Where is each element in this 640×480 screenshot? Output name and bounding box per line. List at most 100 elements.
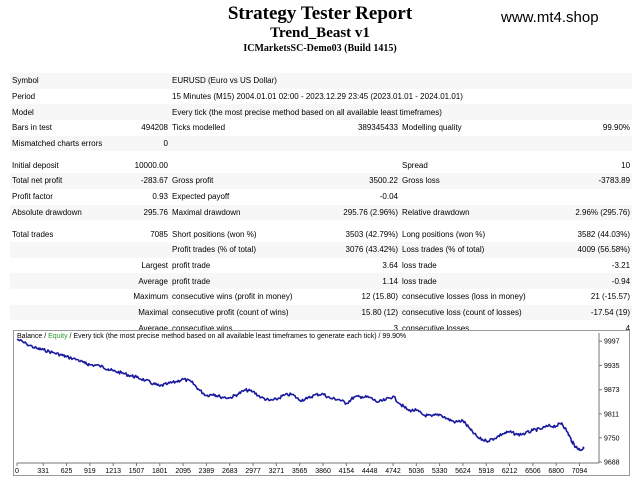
x-tick-label: 331 bbox=[37, 468, 49, 475]
largest-profit-value: 3.64 bbox=[382, 260, 398, 270]
absdd-label: Absolute drawdown bbox=[10, 204, 120, 221]
row-model: Model Every tick (the most precise metho… bbox=[10, 104, 633, 121]
y-tick-label: 9688 bbox=[604, 460, 620, 467]
x-tick-label: 2389 bbox=[199, 468, 215, 475]
server-name: ICMarketsSC-Demo03 (Build 1415) bbox=[243, 43, 397, 54]
mismatch-label: Mismatched charts errors bbox=[10, 135, 120, 152]
pf-value: 0.93 bbox=[152, 192, 168, 202]
bars-value: 494208 bbox=[141, 123, 168, 133]
x-tick-label: 4448 bbox=[362, 468, 378, 475]
x-tick-label: 1213 bbox=[105, 468, 121, 475]
short-label: Short positions (won %) bbox=[172, 229, 257, 239]
spread-label: Spread bbox=[402, 160, 428, 170]
average-label: Average bbox=[120, 273, 170, 289]
report-table: Symbol EURUSD (Euro vs US Dollar) Period… bbox=[10, 73, 633, 336]
quality-label: Modelling quality bbox=[402, 123, 462, 133]
average-profit-value: 1.14 bbox=[300, 273, 400, 289]
max-cw-value: 12 (15.80) bbox=[361, 292, 398, 302]
x-tick-label: 919 bbox=[84, 468, 96, 475]
y-tick-label: 9750 bbox=[604, 435, 620, 442]
x-tick-label: 6800 bbox=[548, 468, 564, 475]
short-value: 3503 (42.79%) bbox=[345, 229, 398, 239]
row-trades: Total trades 7085 Short positions (won %… bbox=[10, 226, 632, 242]
trades-value: 7085 bbox=[150, 229, 168, 239]
row-netprofit: Total net profit -283.67 Gross profit 35… bbox=[10, 173, 633, 189]
x-tick-label: 4742 bbox=[385, 468, 401, 475]
symbol-value: EURUSD (Euro vs US Dollar) bbox=[170, 73, 633, 89]
period-value: 15 Minutes (M15) 2004.01.01 02:00 - 2023… bbox=[172, 92, 463, 102]
x-tick-label: 1507 bbox=[129, 468, 145, 475]
row-profitfactor: Profit factor 0.93 Expected payoff -0.04 bbox=[10, 189, 632, 205]
row-largest: Largest profit trade 3.64 loss trade -3.… bbox=[10, 258, 632, 274]
avg2-label: Average bbox=[138, 323, 168, 333]
x-tick-label: 6506 bbox=[525, 468, 541, 475]
row-average: Average profit trade 1.14 loss trade -0.… bbox=[10, 273, 633, 289]
x-tick-label: 5036 bbox=[409, 468, 425, 475]
long-label: Long positions (won %) bbox=[402, 229, 486, 239]
maximal-label: Maximal bbox=[120, 304, 170, 321]
x-tick-label: 1801 bbox=[152, 468, 168, 475]
row-symbol: Symbol EURUSD (Euro vs US Dollar) bbox=[10, 73, 633, 89]
y-tick-label: 9811 bbox=[604, 411, 619, 418]
deposit-value: 10000.00 bbox=[134, 160, 168, 170]
symbol-label: Symbol bbox=[10, 73, 120, 89]
pf-label: Profit factor bbox=[12, 192, 53, 202]
mismatch-value: 0 bbox=[120, 135, 170, 152]
trades-label: Total trades bbox=[12, 229, 54, 239]
y-tick-label: 9935 bbox=[604, 363, 620, 370]
maximal-cp-value: 15.80 (12) bbox=[300, 304, 400, 321]
netprofit-value: -283.67 bbox=[120, 173, 170, 189]
reldd-label: Relative drawdown bbox=[400, 204, 530, 221]
reldd-value: 2.96% (295.76) bbox=[530, 204, 633, 221]
profit-trades-label: Profit trades (% of total) bbox=[170, 241, 300, 258]
y-tick-label: 9997 bbox=[604, 339, 620, 346]
x-tick-label: 2977 bbox=[245, 468, 261, 475]
x-tick-label: 5330 bbox=[432, 468, 448, 475]
average-profit-label: profit trade bbox=[170, 273, 300, 289]
x-tick-label: 4154 bbox=[339, 468, 355, 475]
absdd-value: 295.76 bbox=[120, 204, 170, 221]
grossloss-value: -3783.89 bbox=[530, 173, 633, 189]
row-period: Period 15 Minutes (M15) 2004.01.01 02:00… bbox=[10, 89, 632, 105]
ticks-label: Ticks modelled bbox=[172, 123, 226, 133]
website-label: www.mt4.shop bbox=[501, 9, 599, 26]
x-tick-label: 625 bbox=[61, 468, 73, 475]
long-value: 3582 (44.03%) bbox=[577, 229, 631, 239]
grossprofit-value: 3500.22 bbox=[300, 173, 400, 189]
maxdd-value: 295.76 (2.96%) bbox=[300, 204, 400, 221]
report-title: Strategy Tester Report bbox=[227, 3, 413, 24]
legend-description: / Every tick (the most precise method ba… bbox=[67, 333, 407, 340]
netprofit-label: Total net profit bbox=[10, 173, 120, 189]
grossloss-label: Gross loss bbox=[400, 173, 530, 189]
x-tick-label: 2683 bbox=[222, 468, 238, 475]
balance-line bbox=[16, 338, 585, 452]
payoff-label: Expected payoff bbox=[172, 192, 230, 202]
largest-profit-label: profit trade bbox=[172, 260, 211, 270]
deposit-label: Initial deposit bbox=[12, 160, 59, 170]
legend-separator: / bbox=[42, 333, 49, 340]
max-cw-label: consecutive wins (profit in money) bbox=[172, 292, 293, 302]
model-value: Every tick (the most precise method base… bbox=[170, 104, 633, 121]
x-tick-label: 3860 bbox=[315, 468, 331, 475]
max-cl-value: 21 (-15.57) bbox=[590, 292, 631, 302]
avg-cw-label: consecutive wins bbox=[172, 323, 233, 333]
largest-loss-value: -3.21 bbox=[611, 260, 631, 270]
x-tick-label: 7094 bbox=[572, 468, 588, 475]
legend-balance: Balance bbox=[17, 333, 43, 340]
x-tick-label: 3271 bbox=[269, 468, 285, 475]
row-maximal: Maximal consecutive profit (count of win… bbox=[10, 304, 633, 321]
payoff-value: -0.04 bbox=[379, 192, 398, 202]
average-loss-label: loss trade bbox=[400, 273, 530, 289]
maxdd-label: Maximal drawdown bbox=[170, 204, 300, 221]
model-label: Model bbox=[10, 104, 120, 121]
chart-legend: Balance / Equity / Every tick (the most … bbox=[17, 333, 406, 340]
avg-cl-value: 4 bbox=[625, 323, 631, 333]
period-label: Period bbox=[12, 92, 36, 102]
quality-value: 99.90% bbox=[602, 123, 631, 133]
x-tick-label: 2095 bbox=[175, 468, 191, 475]
profit-trades-value: 3076 (43.42%) bbox=[300, 241, 400, 258]
avg-cl-label: consecutive losses bbox=[402, 323, 470, 333]
maximum-label: Maximum bbox=[133, 292, 168, 302]
x-tick-label: 5624 bbox=[455, 468, 471, 475]
ticks-value: 389345433 bbox=[357, 123, 398, 133]
